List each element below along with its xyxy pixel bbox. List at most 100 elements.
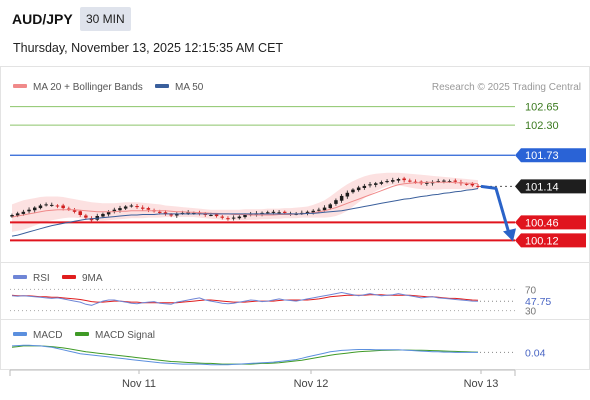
rsi-legend-swatch	[13, 275, 27, 279]
level-value: 100.46	[525, 217, 559, 229]
candle-body	[101, 213, 105, 217]
candle-body	[243, 215, 247, 218]
macd-signal-legend-label: MACD Signal	[95, 330, 155, 341]
candle-body	[396, 179, 401, 181]
projection-arrow-head	[503, 228, 516, 242]
candle-body	[385, 181, 389, 183]
candle-body	[447, 181, 452, 183]
candle-body	[38, 205, 43, 209]
x-tick-label: Nov 13	[464, 378, 499, 390]
candle-body	[351, 189, 355, 193]
candle-body	[277, 212, 281, 214]
candle-body	[231, 217, 236, 219]
candle-body	[55, 205, 60, 207]
candle-body	[67, 208, 71, 210]
candle-body	[391, 180, 395, 182]
candle-body	[334, 200, 338, 204]
rsi-line	[11, 291, 479, 306]
candle-body	[345, 192, 350, 197]
rsi-ma-legend-swatch	[62, 275, 76, 279]
candle-body	[317, 209, 321, 211]
candle-body	[10, 215, 14, 217]
candle-body	[129, 205, 134, 207]
support-level-label: 100.46	[515, 215, 586, 230]
candle-body	[214, 214, 219, 217]
macd-signal-line	[11, 345, 479, 365]
projection-arrow-line	[480, 184, 511, 234]
last-level-label: 101.14	[515, 179, 586, 194]
rsi-ma-legend-label: 9MA	[82, 273, 103, 284]
x-axis: Nov 11 Nov 12 Nov 13	[9, 369, 516, 390]
price-panel-frame	[0, 66, 590, 263]
candle-body	[322, 207, 327, 211]
candle-body	[209, 215, 213, 216]
candle-body	[476, 185, 480, 187]
candle-body	[118, 208, 122, 211]
candle-body	[328, 204, 332, 209]
level-value: 100.12	[525, 235, 559, 247]
level-tag-box	[515, 179, 586, 194]
candle-body	[237, 216, 242, 219]
candle-body	[158, 211, 162, 213]
level-tag-box	[515, 148, 586, 163]
candle-body	[311, 210, 315, 213]
macd-line	[11, 344, 478, 366]
candle-body	[169, 214, 173, 216]
timeframe-badge[interactable]: 30 MIN	[80, 7, 131, 31]
candle-body	[470, 183, 475, 186]
level-value: 101.14	[525, 181, 559, 193]
candle-body	[27, 209, 31, 212]
candle-body	[112, 209, 117, 212]
indicator-lines-layer	[11, 181, 516, 242]
candle-body	[283, 211, 287, 213]
macd-layer: 0.04	[11, 344, 546, 366]
candle-body	[106, 211, 111, 215]
candle-body	[15, 213, 20, 216]
level-value: 102.65	[525, 102, 559, 114]
macd-legend-swatch	[13, 332, 27, 336]
candle-body	[368, 184, 372, 186]
candle-body	[374, 183, 378, 185]
candle-body	[453, 180, 457, 182]
level-value: 101.73	[525, 150, 559, 162]
candle-body	[141, 207, 145, 209]
rsi-legend-label: RSI	[33, 273, 50, 284]
candle-body	[305, 211, 310, 214]
candle-body	[425, 182, 429, 184]
macd-legend: MACD MACD Signal	[13, 330, 155, 341]
ma20-legend-swatch	[13, 84, 27, 88]
candle-body	[89, 218, 94, 221]
macd-legend-label: MACD	[33, 330, 62, 341]
ma50-legend-swatch	[155, 84, 169, 88]
level-tag-box	[515, 233, 586, 248]
candle-body	[430, 182, 435, 184]
candle-body	[21, 211, 26, 214]
candle-body	[442, 180, 446, 182]
candle-body	[271, 211, 276, 213]
support-level-label: 100.12	[515, 233, 586, 248]
candle-body	[413, 181, 418, 183]
resistance-level-label: 102.65	[525, 102, 559, 114]
rsi-9ma-line	[11, 294, 479, 304]
candle-body	[72, 210, 77, 212]
resistance-level-label: 102.30	[525, 120, 559, 132]
datetime-label: Thursday, November 13, 2025 12:15:35 AM …	[13, 41, 284, 55]
candle-body	[61, 205, 65, 209]
ma50-line	[11, 188, 479, 237]
candle-body	[226, 218, 230, 220]
x-tick-label: Nov 12	[294, 378, 329, 390]
credit-label: Research © 2025 Trading Central	[432, 82, 581, 93]
x-tick-label: Nov 11	[122, 378, 156, 390]
candle-body	[356, 187, 361, 191]
symbol-title: AUD/JPY	[12, 11, 73, 27]
bollinger-band	[12, 172, 478, 232]
candle-body	[266, 212, 270, 214]
levels-layer	[10, 106, 515, 242]
rsi-last-value: 47.75	[525, 296, 551, 308]
macd-last-value: 0.04	[525, 347, 546, 359]
macd-panel-frame	[0, 319, 590, 370]
ma50-legend-label: MA 50	[175, 82, 204, 93]
